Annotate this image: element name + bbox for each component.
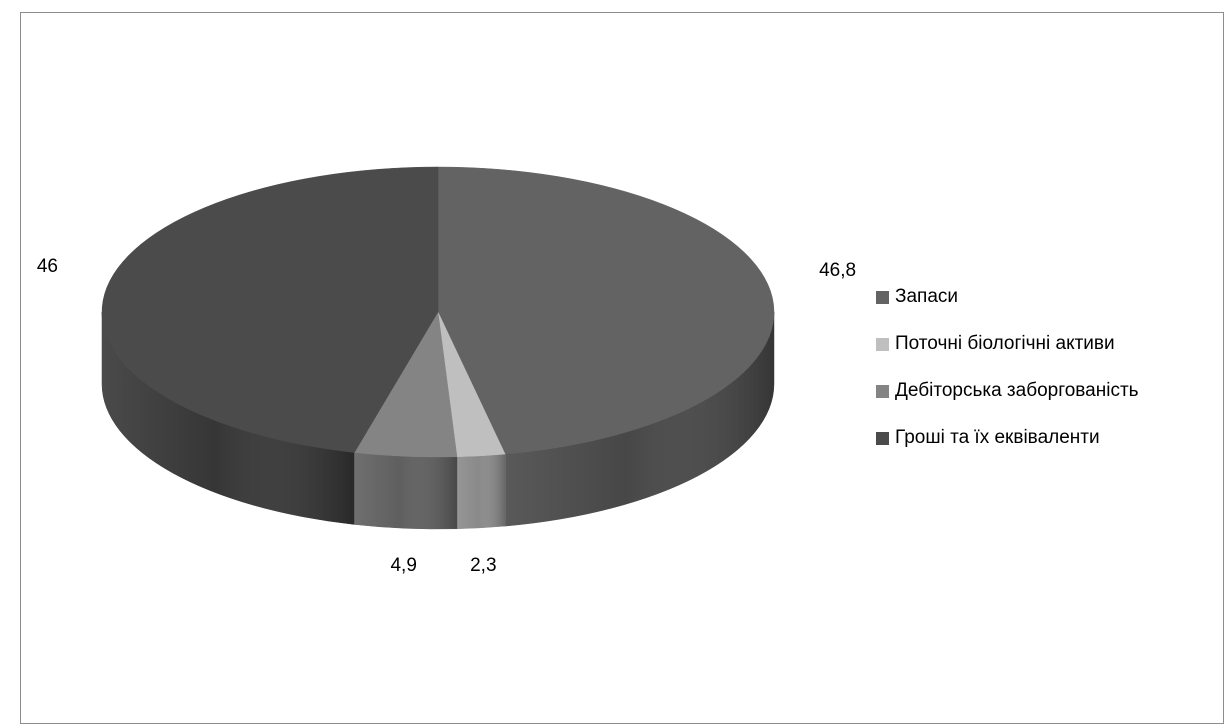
pie-side-shade [505,312,774,527]
pie-slice-inventory [437,166,775,455]
data-label-cash: 46 [37,256,58,277]
legend-label: Запаси [895,286,959,307]
legend: Запаси Поточні біологічні активи Дебітор… [876,285,1139,473]
legend-swatch [876,290,889,304]
legend-swatch [876,431,889,445]
legend-item-bio-assets: Поточні біологічні активи [876,332,1139,356]
legend-label: Дебіторська заборгованість [895,380,1139,401]
pie-side-shade [354,452,457,530]
pie-slice-cash [101,166,439,453]
legend-item-receivables: Дебіторська заборгованість [876,379,1139,403]
data-label-bio-assets: 2,3 [470,555,496,576]
legend-swatch [876,337,889,351]
legend-item-cash: Гроші та їх еквіваленти [876,426,1139,450]
pie-side-shade [102,312,355,525]
legend-label: Гроші та їх еквіваленти [895,427,1100,448]
data-label-inventory: 46,8 [819,260,856,281]
pie-side-shade [456,454,506,529]
legend-swatch [876,384,889,398]
legend-item-inventory: Запаси [876,285,1139,309]
legend-label: Поточні біологічні активи [895,333,1115,354]
data-label-receivables: 4,9 [390,555,416,576]
